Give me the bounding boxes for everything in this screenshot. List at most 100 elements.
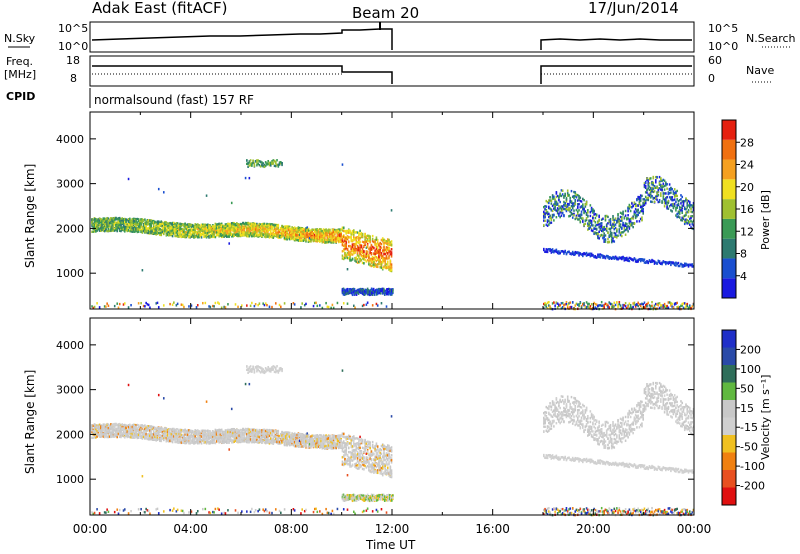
echo-cell: [228, 242, 231, 245]
echo-cell: [267, 162, 270, 166]
echo-cell: [573, 202, 575, 205]
echo-cell: [233, 234, 236, 237]
echo-cell: [321, 232, 324, 235]
echo-cell: [661, 179, 663, 183]
echo-cell: [142, 228, 145, 231]
echo-cell: [293, 226, 296, 229]
echo-cell: [614, 232, 617, 235]
echo-cell: [194, 230, 197, 233]
echo-cell: [653, 304, 656, 307]
echo-cell: [633, 303, 636, 306]
echo-cell: [619, 219, 622, 223]
echo-cell: [190, 228, 193, 231]
echo-cell: [300, 229, 302, 232]
echo-cell: [180, 303, 183, 306]
echo-cell: [661, 184, 663, 187]
echo-cell: [370, 264, 373, 268]
echo-cell: [607, 237, 609, 241]
echo-cell: [359, 246, 361, 249]
echo-cell: [137, 218, 140, 221]
echo-cell: [636, 260, 638, 264]
echo-cell: [349, 229, 351, 233]
echo-cell: [247, 230, 249, 233]
echo-cell: [271, 223, 273, 226]
echo-cell: [256, 230, 258, 233]
echo-cell: [639, 210, 642, 213]
echo-cell: [618, 222, 621, 226]
echo-cell: [219, 229, 222, 232]
echo-cell: [162, 228, 165, 232]
echo-cell: [341, 241, 344, 245]
echo-cell: [316, 304, 319, 308]
echo-cell: [560, 194, 563, 198]
echo-cell: [371, 293, 374, 297]
echo-cell: [339, 237, 341, 240]
echo-cell: [127, 224, 130, 227]
echo-cell: [101, 218, 103, 222]
echo-cell: [252, 234, 254, 238]
echo-cell: [330, 241, 332, 244]
echo-cell: [548, 223, 550, 226]
echo-cell: [604, 240, 607, 243]
echo-cell: [555, 250, 558, 253]
echo-cell: [253, 233, 256, 236]
echo-cell: [603, 255, 605, 258]
echo-cell: [615, 257, 618, 261]
echo-cell: [188, 236, 190, 239]
echo-cell: [178, 232, 180, 236]
echo-cell: [602, 228, 604, 231]
echo-cell: [653, 186, 656, 190]
echo-cell: [546, 201, 549, 204]
echo-cell: [107, 220, 110, 224]
echo-cell: [168, 223, 170, 226]
echo-cell: [178, 224, 180, 228]
echo-cell: [574, 192, 577, 195]
echo-cell: [239, 233, 242, 237]
echo-cell: [602, 304, 604, 307]
echo-cell: [615, 301, 618, 304]
echo-cell: [184, 230, 186, 234]
echo-cell: [137, 225, 140, 228]
echo-cell: [271, 225, 273, 228]
echo-cell: [568, 208, 570, 211]
echo-cell: [196, 236, 199, 239]
echo-cell: [301, 230, 303, 233]
echo-cell: [603, 238, 605, 241]
echo-cell: [262, 302, 264, 305]
echo-cell: [326, 231, 329, 235]
echo-cell: [379, 263, 382, 266]
echo-cell: [346, 229, 349, 233]
echo-cell: [154, 229, 156, 232]
echo-cell: [350, 233, 353, 236]
echo-cell: [608, 240, 611, 244]
echo-cell: [654, 302, 657, 306]
echo-cell: [618, 256, 621, 259]
echo-cell: [203, 235, 205, 239]
echo-cell: [185, 225, 188, 229]
echo-cell: [302, 231, 305, 234]
echo-cell: [334, 240, 336, 243]
echo-cell: [345, 229, 348, 233]
echo-cell: [638, 303, 641, 306]
echo-cell: [247, 161, 249, 165]
echo-cell: [384, 239, 387, 243]
echo-cell: [116, 229, 119, 233]
echo-cell: [130, 220, 132, 223]
echo-cell: [283, 236, 286, 240]
echo-cell: [631, 258, 633, 261]
echo-cell: [617, 217, 619, 220]
echo-cell: [203, 229, 205, 232]
echo-cell: [571, 213, 574, 216]
echo-cell: [560, 250, 563, 253]
echo-cell: [663, 184, 666, 188]
echo-cell: [578, 198, 580, 201]
echo-cell: [663, 202, 666, 205]
echo-cell: [127, 177, 130, 181]
echo-cell: [546, 212, 549, 215]
echo-cell: [634, 216, 637, 220]
echo-cell: [282, 227, 285, 230]
echo-cell: [555, 200, 558, 203]
echo-cell: [597, 223, 599, 226]
echo-cell: [614, 256, 617, 260]
